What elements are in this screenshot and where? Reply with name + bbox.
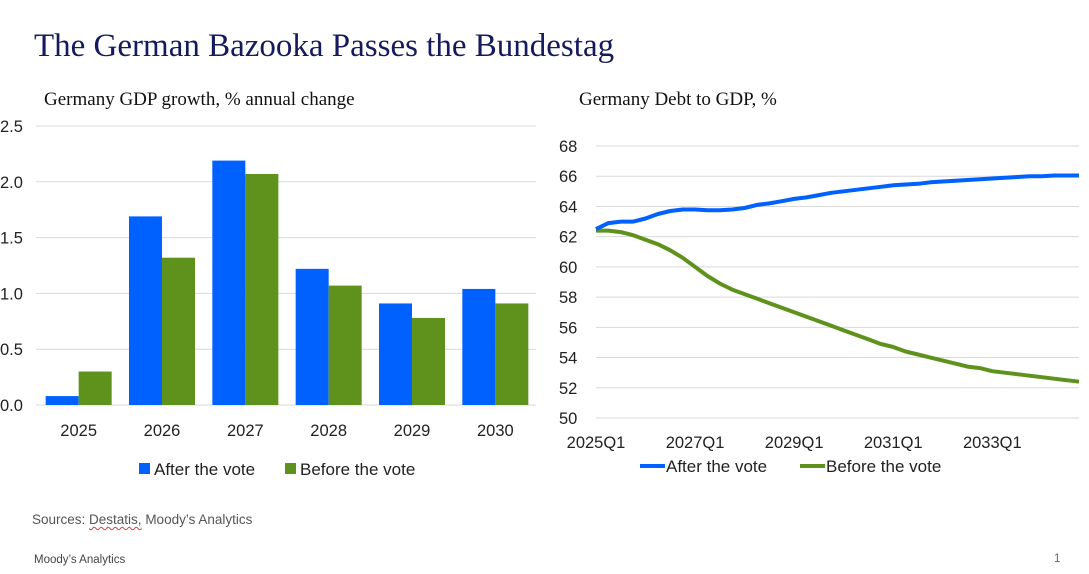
series-line-after — [595, 173, 1079, 231]
x-tick-label: 2025 — [60, 422, 97, 440]
y-tick-label: 58 — [559, 289, 577, 307]
legend-swatch-after — [139, 463, 150, 474]
y-tick-label: 68 — [559, 138, 577, 156]
bar-after-2028 — [295, 268, 329, 405]
legend-swatch-before — [285, 463, 296, 474]
legend-label-before: Before the vote — [300, 460, 415, 479]
line-chart-x-ticks: 2025Q1 2027Q1 2029Q1 2031Q1 2033Q1 — [567, 434, 1022, 452]
y-tick-label: 64 — [559, 198, 577, 216]
x-tick-label: 2033Q1 — [963, 434, 1022, 452]
x-tick-label: 2028 — [310, 422, 347, 440]
bar-chart-legend: After the vote Before the vote — [139, 460, 415, 479]
line-chart-y-ticks: 50 52 54 56 58 60 62 64 66 68 — [559, 138, 577, 428]
x-tick-label: 2027Q1 — [666, 434, 725, 452]
bar-after-2025 — [45, 396, 79, 405]
bar-after-2027 — [212, 160, 246, 405]
line-chart-legend: After the vote Before the vote — [640, 457, 941, 476]
bar-after-2030 — [462, 288, 496, 405]
x-tick-label: 2026 — [144, 422, 181, 440]
y-tick-label: 1.5 — [0, 230, 23, 248]
legend-label-after: After the vote — [666, 457, 767, 476]
sources-note: Sources: Destatis, Moody’s Analytics — [32, 512, 252, 527]
y-tick-label: 0.5 — [0, 341, 23, 359]
y-tick-label: 60 — [559, 259, 577, 277]
legend-label-before: Before the vote — [826, 457, 941, 476]
y-tick-label: 0.0 — [0, 397, 23, 415]
x-tick-label: 2029 — [394, 422, 431, 440]
y-tick-label: 50 — [559, 410, 577, 428]
bar-chart-y-ticks: 0.0 0.5 1.0 1.5 2.0 2.5 — [0, 118, 23, 415]
debt-chart-title: Germany Debt to GDP, % — [579, 89, 777, 110]
line-chart-gridlines — [596, 145, 1079, 419]
line-chart-series — [595, 173, 1080, 384]
y-tick-label: 52 — [559, 380, 577, 398]
footer-brand: Moody’s Analytics — [34, 554, 126, 566]
bar-before-2028 — [328, 285, 362, 405]
sources-prefix: Sources: — [32, 512, 90, 527]
page-number: 1 — [1054, 553, 1061, 565]
bar-before-2025 — [78, 371, 112, 405]
x-tick-label: 2029Q1 — [765, 434, 824, 452]
bar-before-2027 — [245, 173, 279, 405]
bar-chart-x-ticks: 2025 2026 2027 2028 2029 2030 — [60, 422, 513, 440]
gdp-chart-title: Germany GDP growth, % annual change — [44, 89, 355, 110]
y-tick-label: 54 — [559, 350, 577, 368]
x-tick-label: 2027 — [227, 422, 264, 440]
bar-chart-bars — [45, 160, 529, 405]
y-tick-label: 62 — [559, 229, 577, 247]
series-line-before — [596, 228, 1080, 384]
y-tick-label: 1.0 — [0, 285, 23, 303]
x-tick-label: 2031Q1 — [864, 434, 923, 452]
gdp-growth-bar-chart: 0.00.51.01.52.02.5 2025 2026 2027 2028 2029 2… — [0, 118, 536, 479]
x-tick-label: 2030 — [477, 422, 514, 440]
bar-after-2026 — [129, 216, 162, 405]
y-tick-label: 2.0 — [0, 174, 23, 192]
sources-link-destatis[interactable]: Destatis, — [89, 512, 142, 527]
sources-rest: Moody’s Analytics — [141, 512, 253, 527]
bar-after-2029 — [379, 303, 412, 405]
bar-chart-gridlines — [36, 125, 536, 406]
y-tick-label: 56 — [559, 319, 577, 337]
y-tick-label: 2.5 — [0, 118, 23, 136]
bar-before-2029 — [412, 317, 445, 405]
bar-before-2026 — [162, 257, 195, 405]
x-tick-label: 2025Q1 — [567, 434, 626, 452]
page-title: The German Bazooka Passes the Bundestag — [34, 28, 615, 64]
bar-before-2030 — [495, 303, 529, 405]
legend-label-after: After the vote — [154, 460, 255, 479]
y-tick-label: 66 — [559, 168, 577, 186]
